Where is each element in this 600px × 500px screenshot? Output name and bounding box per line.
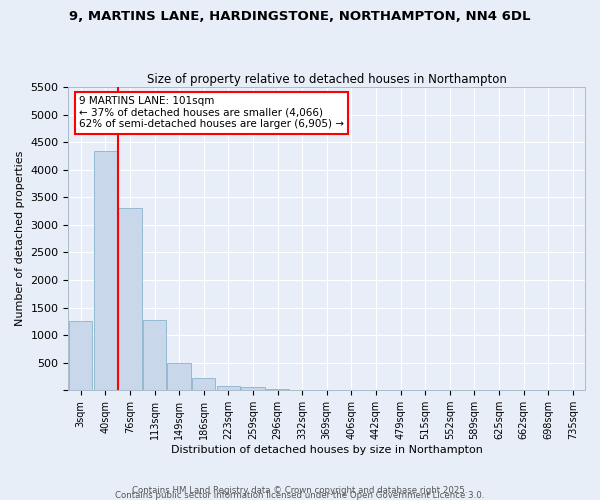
Bar xyxy=(94,150,117,390)
Bar xyxy=(217,386,240,390)
Bar xyxy=(266,388,289,390)
Bar xyxy=(69,322,92,390)
Text: 9, MARTINS LANE, HARDINGSTONE, NORTHAMPTON, NN4 6DL: 9, MARTINS LANE, HARDINGSTONE, NORTHAMPT… xyxy=(69,10,531,23)
Text: Contains public sector information licensed under the Open Government Licence 3.: Contains public sector information licen… xyxy=(115,490,485,500)
Text: Contains HM Land Registry data © Crown copyright and database right 2025.: Contains HM Land Registry data © Crown c… xyxy=(132,486,468,495)
Title: Size of property relative to detached houses in Northampton: Size of property relative to detached ho… xyxy=(147,73,506,86)
Bar xyxy=(143,320,166,390)
Bar xyxy=(192,378,215,390)
Text: 9 MARTINS LANE: 101sqm
← 37% of detached houses are smaller (4,066)
62% of semi-: 9 MARTINS LANE: 101sqm ← 37% of detached… xyxy=(79,96,344,130)
Bar xyxy=(118,208,142,390)
X-axis label: Distribution of detached houses by size in Northampton: Distribution of detached houses by size … xyxy=(171,445,482,455)
Y-axis label: Number of detached properties: Number of detached properties xyxy=(15,151,25,326)
Bar xyxy=(241,387,265,390)
Bar xyxy=(167,362,191,390)
